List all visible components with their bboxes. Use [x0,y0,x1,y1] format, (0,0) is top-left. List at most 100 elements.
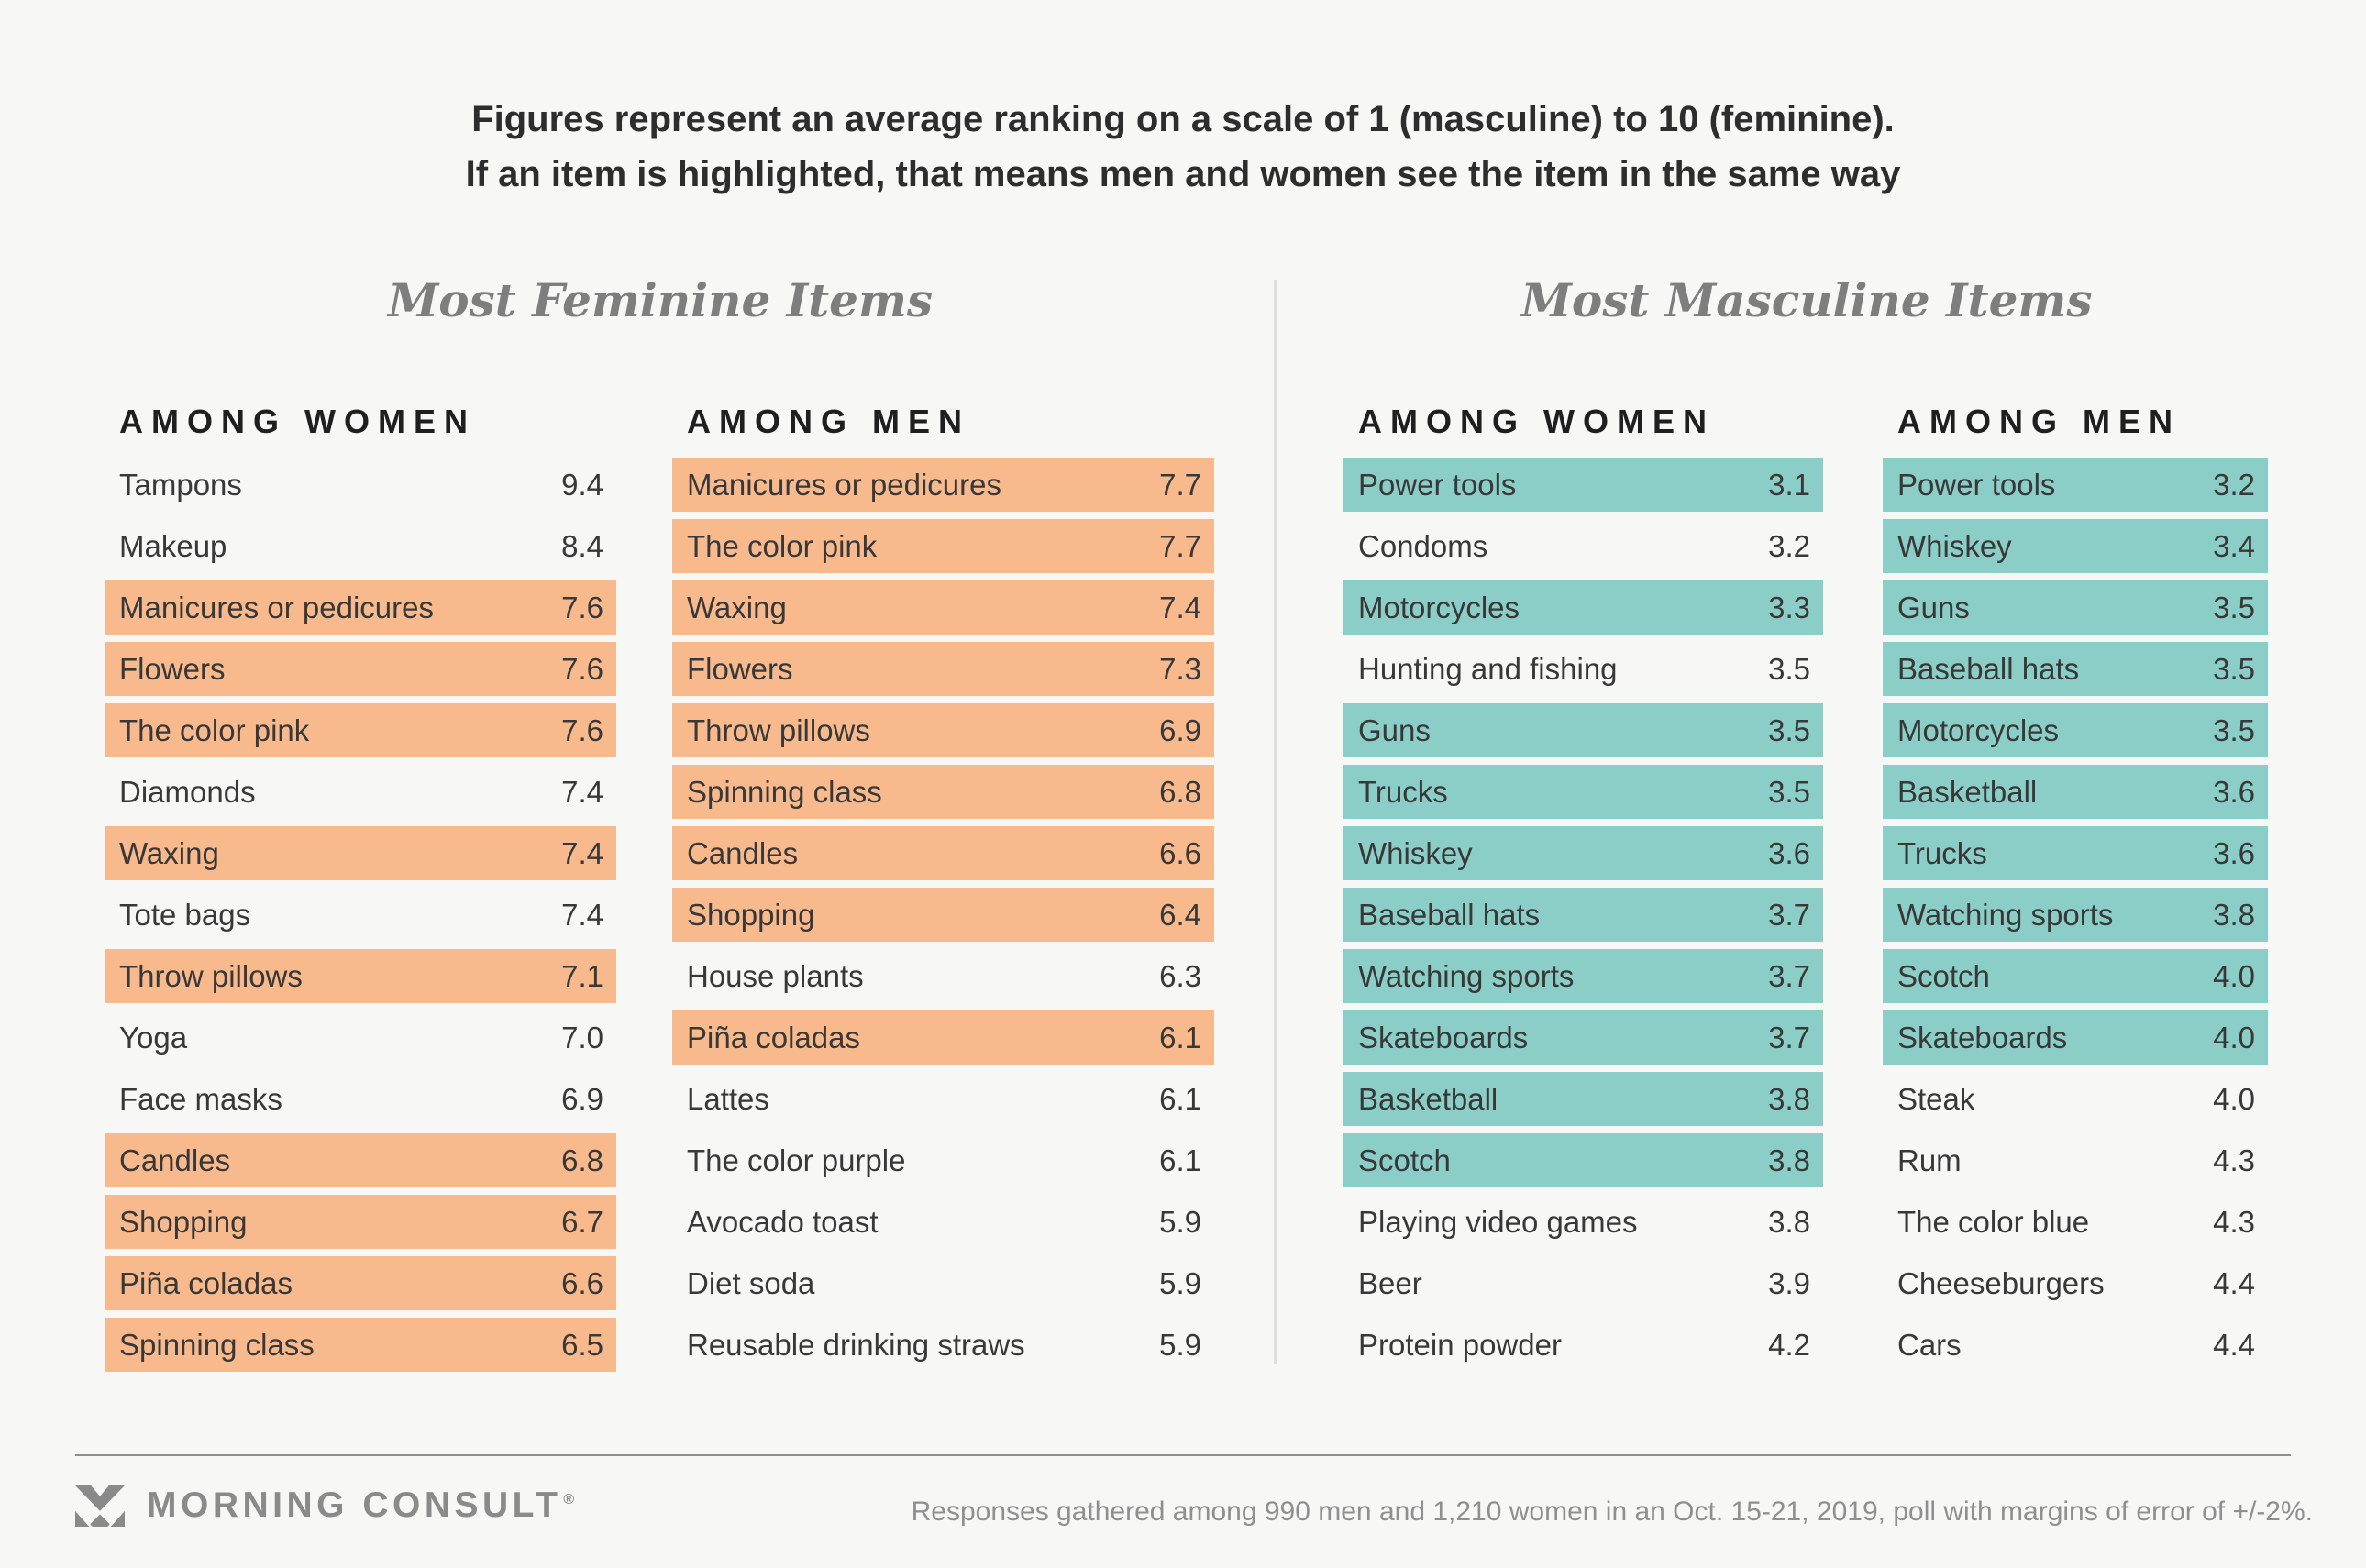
table-row: Baseball hats 3.5 [1883,642,2268,696]
item-label: Skateboards [1897,1020,2068,1055]
item-label: Rum [1897,1143,1962,1177]
masculine-among-women-column: AMONG WOMEN Power tools 3.1 Condoms 3.2 Moto… [1343,403,1823,1379]
item-value: 3.6 [2213,835,2255,870]
table-row: Yoga 7.0 [105,1010,616,1065]
table-row: The color blue 4.3 [1883,1195,2268,1249]
table-row: Candles 6.6 [672,826,1214,880]
item-label: Beer [1358,1265,1422,1300]
table-row: Condoms 3.2 [1343,519,1823,573]
table-row: Scotch 3.8 [1343,1133,1823,1187]
item-value: 3.9 [1768,1265,1810,1300]
table-row: Scotch 4.0 [1883,949,2268,1003]
item-label: Waxing [119,835,219,870]
item-value: 6.3 [1159,958,1201,993]
table-row: Trucks 3.6 [1883,826,2268,880]
item-label: Steak [1897,1081,1975,1116]
item-value: 3.4 [2213,528,2255,563]
item-label: Basketball [1897,774,2038,809]
item-label: The color pink [119,712,310,747]
table-row: Flowers 7.6 [105,642,616,696]
item-label: Watching sports [1897,897,2114,932]
table-row: Throw pillows 7.1 [105,949,616,1003]
table-row: Beer 3.9 [1343,1256,1823,1310]
item-label: Flowers [119,651,226,686]
item-list: Manicures or pedicures 7.7 The color pink 7… [672,458,1214,1372]
intro-text: Figures represent an average ranking on … [0,92,2366,202]
table-row: Skateboards 4.0 [1883,1010,2268,1065]
item-value: 8.4 [561,528,603,563]
item-value: 4.3 [2213,1143,2255,1177]
item-value: 3.6 [2213,774,2255,809]
item-label: Piña coladas [687,1020,860,1055]
item-value: 7.1 [561,958,603,993]
item-value: 7.4 [561,897,603,932]
item-label: Piña coladas [119,1265,293,1300]
item-value: 3.3 [1768,590,1810,624]
table-row: Watching sports 3.7 [1343,949,1823,1003]
table-row: Watching sports 3.8 [1883,888,2268,942]
item-value: 4.3 [2213,1204,2255,1239]
table-row: Shopping 6.4 [672,888,1214,942]
item-value: 3.5 [2213,590,2255,624]
morning-consult-logo: MORNING CONSULT ® [75,1480,574,1531]
column-heading: AMONG WOMEN [119,403,476,440]
table-row: Motorcycles 3.3 [1343,580,1823,635]
item-value: 3.6 [1768,835,1810,870]
item-label: Diet soda [687,1265,815,1300]
item-value: 7.6 [561,651,603,686]
item-label: Spinning class [687,774,882,809]
table-row: Cars 4.4 [1883,1318,2268,1372]
item-label: Trucks [1897,835,1987,870]
item-label: Reusable drinking straws [687,1327,1025,1362]
section-title-feminine: Most Feminine Items [387,273,934,327]
item-label: The color purple [687,1143,906,1177]
item-label: Playing video games [1358,1204,1638,1239]
item-label: Guns [1358,712,1431,747]
item-label: Lattes [687,1081,769,1116]
table-row: The color pink 7.7 [672,519,1214,573]
table-row: Manicures or pedicures 7.6 [105,580,616,635]
table-row: Avocado toast 5.9 [672,1195,1214,1249]
table-row: Power tools 3.2 [1883,458,2268,512]
item-label: Tote bags [119,897,251,932]
item-value: 7.3 [1159,651,1201,686]
item-value: 6.1 [1159,1020,1201,1055]
masculine-among-men-column: AMONG MEN Power tools 3.2 Whiskey 3.4 Guns 3.… [1883,405,2268,1379]
table-row: Tampons 9.4 [105,458,616,512]
intro-line-1: Figures represent an average ranking on … [471,99,1895,139]
item-label: Shopping [687,897,815,932]
item-label: Flowers [687,651,793,686]
item-label: Manicures or pedicures [119,590,434,624]
item-value: 3.5 [1768,774,1810,809]
table-row: Guns 3.5 [1343,703,1823,757]
item-label: Hunting and fishing [1358,651,1618,686]
item-value: 5.9 [1159,1204,1201,1239]
footer-rule [75,1454,2291,1456]
item-label: Baseball hats [1897,651,2080,686]
table-row: Reusable drinking straws 5.9 [672,1318,1214,1372]
item-value: 4.0 [2213,1081,2255,1116]
item-label: Protein powder [1358,1327,1562,1362]
item-value: 7.4 [561,774,603,809]
table-row: Whiskey 3.4 [1883,519,2268,573]
column-heading: AMONG WOMEN [1358,403,1715,440]
table-row: Cheeseburgers 4.4 [1883,1256,2268,1310]
feminine-among-men-column: AMONG MEN Manicures or pedicures 7.7 The c… [672,405,1214,1379]
item-label: Basketball [1358,1081,1498,1116]
item-list: Tampons 9.4 Makeup 8.4 Manicures or pedicure… [105,458,616,1372]
table-row: House plants 6.3 [672,949,1214,1003]
item-label: Spinning class [119,1327,315,1362]
item-label: Power tools [1358,467,1517,502]
item-value: 7.6 [561,590,603,624]
item-label: Makeup [119,528,227,563]
item-value: 6.1 [1159,1143,1201,1177]
item-label: Whiskey [1897,528,2012,563]
item-label: Candles [119,1143,231,1177]
item-value: 7.4 [1159,590,1201,624]
item-value: 4.0 [2213,1020,2255,1055]
item-label: Guns [1897,590,1970,624]
item-value: 6.9 [561,1081,603,1116]
table-row: Diamonds 7.4 [105,765,616,819]
table-row: Throw pillows 6.9 [672,703,1214,757]
